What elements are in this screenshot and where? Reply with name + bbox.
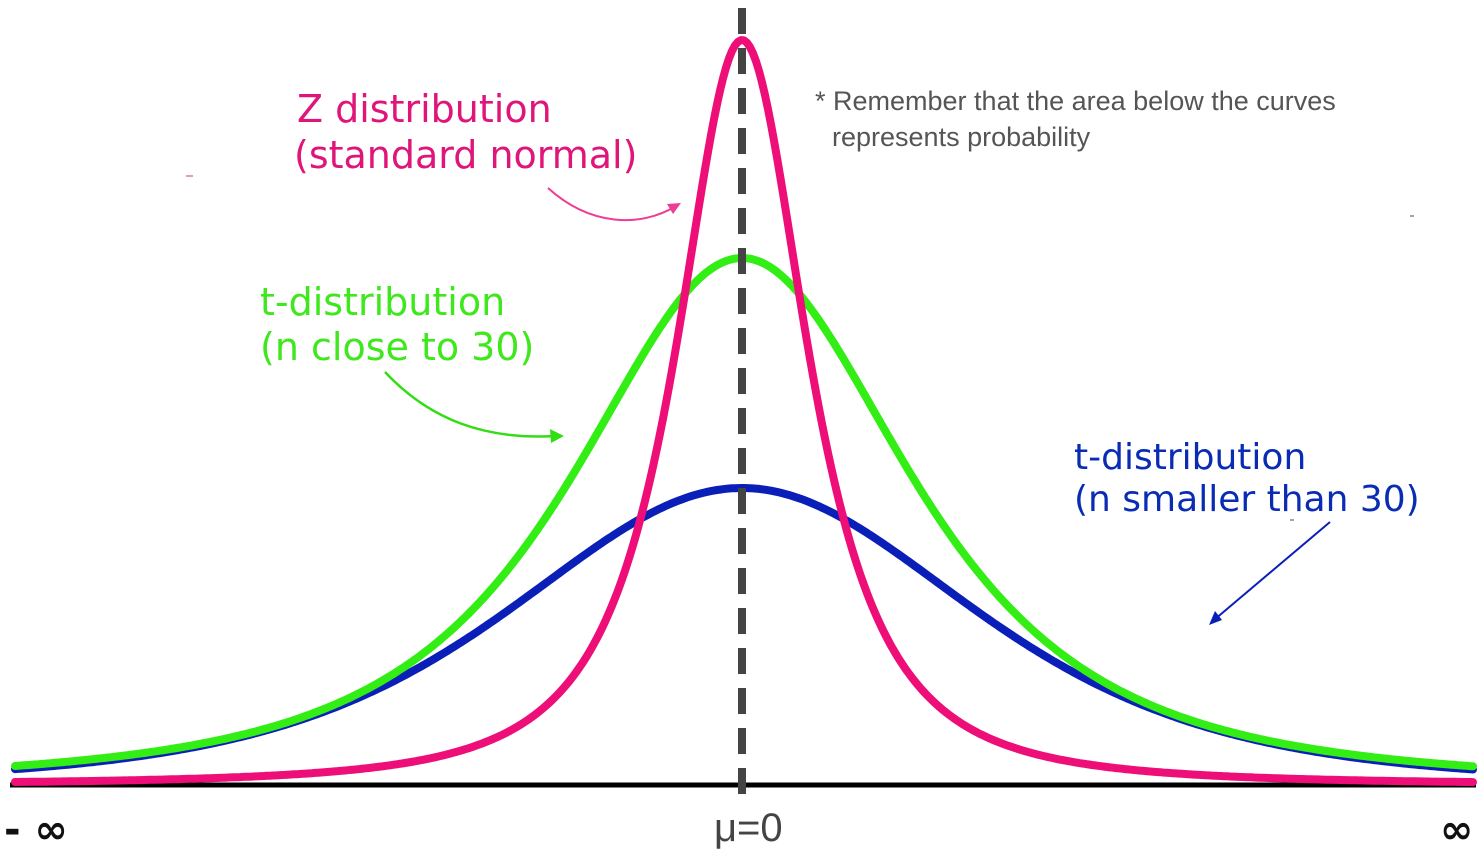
positive-infinity-label: ∞ [1440,807,1473,853]
note-line2: represents probability [832,122,1091,152]
mean-label: μ=0 [714,806,783,850]
z-arrow [547,187,681,222]
z-distribution-curve [11,36,1477,787]
t30-label-line2: (n close to 30) [260,325,534,369]
t30-label-line1: t-distribution [260,280,505,324]
negative-infinity-label: - ∞ [4,807,68,853]
tsmall-label-line2: (n smaller than 30) [1074,479,1420,520]
tsmall-label-line1: t-distribution [1074,437,1306,478]
note-line1: * Remember that the area below the curve… [815,86,1336,116]
z-label-line2: (standard normal) [294,133,637,177]
t30-arrow [384,371,564,443]
z-label-line1: Z distribution [297,87,552,131]
tsmall-arrow [1209,521,1331,625]
